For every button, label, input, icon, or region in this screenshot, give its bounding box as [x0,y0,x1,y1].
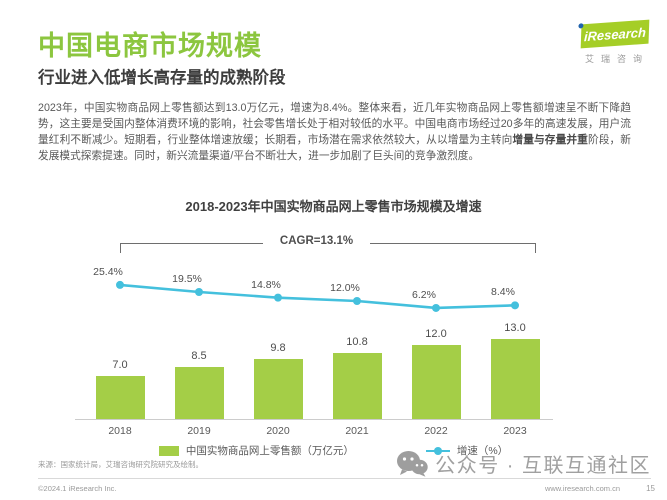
paragraph-post: 阶段，新发展模式探索提速。同时，新兴流量渠道/平台不断壮大，进一步加剧了巨头间的… [38,133,631,162]
iresearch-logo-box: iResearch [578,19,650,49]
line-value-label: 14.8% [251,278,281,291]
line-point [195,288,203,296]
line-legend-marker-icon [425,446,450,455]
cagr-bracket-right [370,243,536,244]
bar-2019 [174,367,224,419]
website-url: www.iresearch.com.cn [544,484,620,493]
bar-value-label: 9.8 [270,342,286,354]
line-point [274,293,282,302]
iresearch-logo: iResearch 艾瑞咨询 [555,19,651,68]
line-value-label: 12.0% [330,282,360,294]
iresearch-logo-cn: 艾瑞咨询 [584,54,649,64]
chart-plot: 7.0 2018 25.4% 8.5 2019 19.5% 9.8 2020 14.8% 10.8… [70,255,600,450]
page-subtitle: 行业进入低增长高存量的成熟阶段 [38,69,286,87]
page-title: 中国电商市场规模 [38,31,262,61]
x-axis-label: 2023 [503,425,527,437]
bar-value-label: 13.0 [504,322,526,334]
x-axis-label: 2021 [345,425,369,437]
line-value-label: 6.2% [412,288,436,301]
cagr-bracket-tick-left [120,243,121,253]
copyright-text: ©2024.1 iResearch Inc. [38,484,117,493]
legend-item-bar: 中国实物商品网上零售额（万亿元） [158,443,354,458]
line-value-label: 25.4% [93,265,123,278]
line-point [116,280,124,289]
line-legend-dot [433,446,442,455]
footer-divider [38,478,651,479]
wechat-watermark: 公众号 · 互联互通社区 [396,449,651,478]
line-value-label: 8.4% [491,286,515,299]
growth-rate-line [116,280,519,312]
bar-2021 [332,353,382,419]
x-axis-label: 2018 [108,425,132,437]
bar-value-label: 10.8 [346,336,368,348]
line-legend-label: 增速（%） [456,445,509,457]
iresearch-logo-text: iResearch [583,24,647,44]
bar-legend-label: 中国实物商品网上零售额（万亿元） [185,445,354,457]
cagr-bracket-tick-right [535,243,536,253]
wechat-icon [397,451,428,477]
legend-item-line: 增速（%） [425,443,509,458]
body-paragraph: 2023年，中国实物商品网上零售额达到13.0万亿元，增速为8.4%。整体来看，… [38,101,631,165]
bar-legend-swatch [158,445,179,456]
line-point [511,301,519,310]
source-note: 来源：国家统计局，艾瑞咨询研究院研究及绘制。 [38,460,203,469]
x-axis-label: 2022 [424,425,448,437]
x-axis-label: 2019 [187,425,211,437]
cagr-bracket-left [120,243,263,244]
logo-i-dot-icon [578,23,584,29]
bar-2018 [95,376,145,419]
page-number: 15 [646,484,655,493]
bar-2020 [253,359,303,419]
x-axis-label: 2020 [266,425,290,437]
bar-2023 [490,339,540,419]
bar-value-label: 12.0 [425,328,447,340]
bar-value-label: 7.0 [112,359,128,371]
line-point [353,297,361,305]
paragraph-bold: 增量与存量并重 [512,133,588,146]
chart-legend: 中国实物商品网上零售额（万亿元） 增速（%） [0,443,667,458]
chart-title: 2018-2023年中国实物商品网上零售市场规模及增速 [185,199,482,214]
x-axis-line [75,419,553,420]
line-point [432,303,440,312]
cagr-label: CAGR=13.1% [279,235,354,247]
bar-2022 [411,345,461,419]
bar-value-label: 8.5 [191,350,207,362]
watermark-text: 公众号 · 互联互通社区 [435,455,651,477]
paragraph-pre: 2023年，中国实物商品网上零售额达到13.0万亿元，增速为8.4%。整体来看，… [38,102,631,146]
line-value-label: 19.5% [172,273,202,285]
